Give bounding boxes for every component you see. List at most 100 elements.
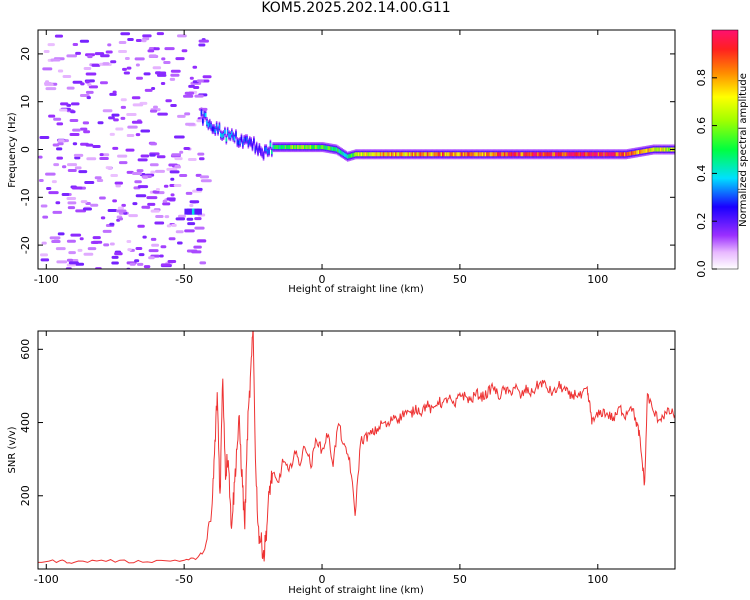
trace-core <box>628 151 630 156</box>
noise-speckle <box>197 152 205 156</box>
noise-speckle <box>148 256 155 260</box>
trace-core <box>342 151 345 156</box>
noise-speckle <box>152 190 160 194</box>
noise-speckle <box>200 179 212 183</box>
noise-speckle <box>79 127 88 131</box>
noise-speckle <box>183 94 194 98</box>
noise-speckle <box>196 79 204 83</box>
noise-speckle <box>107 166 113 170</box>
noise-speckle <box>122 67 127 71</box>
noise-speckle <box>97 121 104 125</box>
noise-speckle <box>167 259 177 263</box>
colorbar-tick-label: 0.4 <box>695 165 708 183</box>
noise-speckle <box>154 169 165 173</box>
noise-speckle <box>187 158 197 162</box>
noise-speckle <box>161 57 166 61</box>
noise-speckle <box>137 224 145 228</box>
trace-core <box>328 146 331 151</box>
trace-core <box>373 152 375 157</box>
snr-x-tick-label: -50 <box>175 573 193 586</box>
trace-core <box>440 152 443 157</box>
noise-speckle <box>146 196 158 200</box>
trace-core <box>291 145 294 150</box>
noise-speckle <box>162 199 168 203</box>
trace-core <box>355 152 357 157</box>
noise-speckle <box>38 155 43 159</box>
noise-speckle <box>77 248 83 252</box>
trace-core <box>254 147 257 152</box>
noise-speckle <box>165 99 172 103</box>
trace-core <box>447 152 450 157</box>
noise-speckle <box>149 153 156 157</box>
noise-speckle <box>136 76 143 80</box>
noise-speckle <box>111 255 119 259</box>
noise-speckle <box>132 172 143 176</box>
noise-speckle <box>99 196 106 200</box>
trace-core <box>585 152 587 157</box>
trace-core <box>433 152 436 157</box>
colorbar-tick-label: 0.8 <box>695 69 708 87</box>
trace-core <box>597 152 600 157</box>
noise-speckle <box>120 98 127 102</box>
noise-speckle <box>147 202 156 206</box>
trace-core <box>299 145 302 150</box>
noise-speckle <box>83 252 94 256</box>
trace-core <box>589 152 592 157</box>
noise-speckle <box>80 200 88 204</box>
trace-core <box>271 150 273 155</box>
trace-core <box>346 154 349 159</box>
noise-speckle <box>56 260 68 264</box>
noise-speckle <box>141 205 151 209</box>
trace-core <box>513 152 516 157</box>
spectrogram-x-axis-title: Height of straight line (km) <box>288 284 424 295</box>
trace-core <box>545 152 547 157</box>
trace-core <box>640 149 643 154</box>
trace-core <box>272 145 274 150</box>
trace-core <box>538 152 541 157</box>
trace-core <box>535 152 538 157</box>
trace-core <box>345 153 348 158</box>
noise-speckle <box>192 65 198 69</box>
noise-speckle <box>61 165 67 169</box>
noise-speckle <box>135 194 147 198</box>
trace-core <box>604 152 607 157</box>
trace-core <box>283 145 286 150</box>
noise-speckle <box>188 84 195 88</box>
snr-x-tick-label: 100 <box>587 573 608 586</box>
noise-speckle <box>149 109 158 113</box>
trace-core <box>501 152 503 157</box>
noise-speckle <box>72 43 79 47</box>
trace-core <box>530 152 532 157</box>
noise-speckle <box>152 66 162 70</box>
noise-speckle <box>129 262 136 266</box>
trace-core <box>357 152 360 157</box>
noise-speckle <box>94 176 102 180</box>
trace-core <box>563 152 565 157</box>
trace-core <box>313 145 316 150</box>
noise-speckle <box>70 110 76 114</box>
snr-series-line <box>38 331 675 564</box>
noise-speckle <box>92 144 101 148</box>
noise-speckle <box>60 102 69 106</box>
noise-speckle <box>109 222 115 226</box>
trace-core <box>516 152 519 157</box>
noise-speckle <box>66 196 77 200</box>
snr-panel: -100 -50 0 50 100 200 400 600 Height of straig… <box>7 330 676 596</box>
noise-speckle <box>202 75 212 79</box>
trace-core <box>244 137 247 142</box>
trace-core <box>324 145 327 150</box>
trace-core <box>432 152 434 157</box>
trace-core <box>240 136 243 141</box>
trace-core <box>327 146 330 151</box>
noise-speckle <box>75 51 82 55</box>
trace-core <box>403 152 405 157</box>
trace-core <box>339 150 342 155</box>
noise-speckle <box>45 172 56 176</box>
trace-core <box>213 126 215 131</box>
noise-speckle <box>169 77 176 81</box>
trace-core <box>295 145 298 150</box>
noise-speckle <box>88 85 99 89</box>
trace-core <box>305 145 308 150</box>
noise-speckle <box>48 191 59 195</box>
trace-core <box>220 132 222 137</box>
